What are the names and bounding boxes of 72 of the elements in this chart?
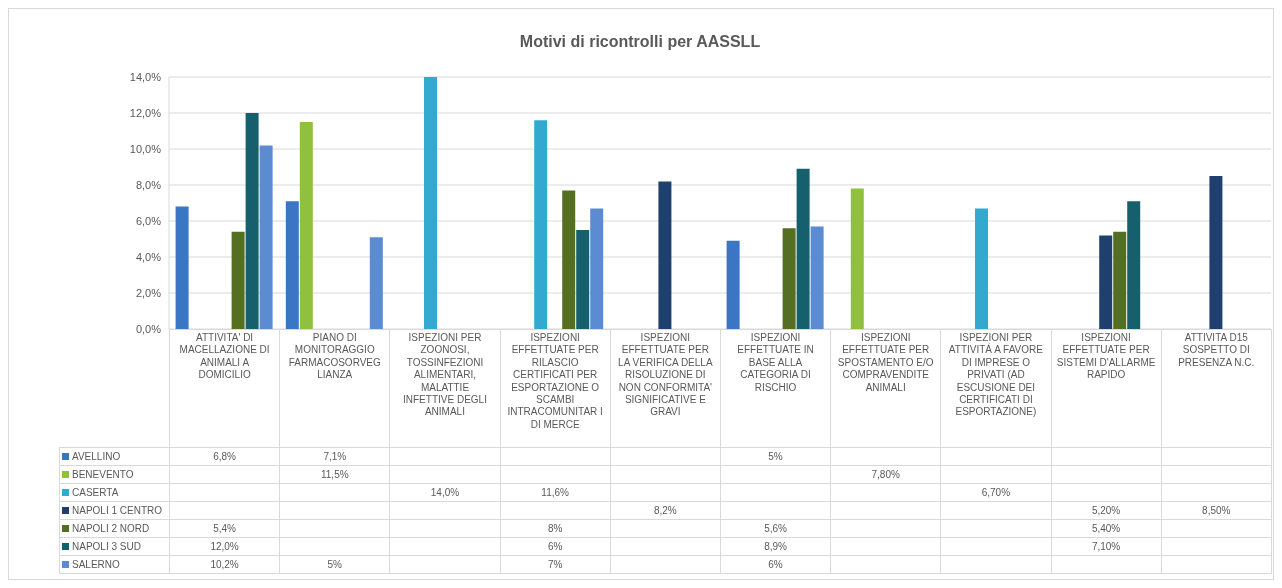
bar xyxy=(175,206,189,329)
x-tick-label: ISPEZIONI EFFETTUATE PER LA VERIFICA DELLA RISOLUZIONE DI NON CONFORMITA' SIGNIFICATIVE E GRAVI xyxy=(610,329,721,448)
data-label: 14,0% xyxy=(389,483,501,502)
y-tick-label: 12,0% xyxy=(129,106,162,119)
y-tick-label: 10,0% xyxy=(129,142,162,155)
chart-title: Motivi di ricontrolli per AASSLL xyxy=(518,33,762,51)
legend-label: BENEVENTO xyxy=(59,465,170,484)
legend-label: NAPOLI 2 NORD xyxy=(59,519,170,538)
x-tick-label: ISPEZIONI EFFETTUATE PER SISTEMI D'ALLARME RAPIDO xyxy=(1051,329,1162,448)
bar xyxy=(590,208,604,329)
data-label: 5,6% xyxy=(720,519,831,538)
data-label: 7% xyxy=(500,555,611,574)
data-label: 5,20% xyxy=(1051,501,1162,520)
x-tick-label: PIANO DI MONITORAGGIO FARMACOSORVEG LIANZA xyxy=(279,329,390,448)
data-label: 5,4% xyxy=(169,519,280,538)
y-tick-label: 6,0% xyxy=(135,214,162,227)
bar xyxy=(285,201,299,329)
data-label: 6,70% xyxy=(940,483,1051,502)
bar xyxy=(562,190,576,329)
data-label: 8% xyxy=(500,519,611,538)
data-label: 10,2% xyxy=(169,555,280,574)
y-tick-label: 2,0% xyxy=(135,286,162,299)
bar xyxy=(850,188,864,329)
bar xyxy=(424,77,438,329)
legend-label: CASERTA xyxy=(59,483,170,502)
bar xyxy=(245,113,259,329)
data-label: 11,5% xyxy=(279,465,390,484)
bar xyxy=(231,231,245,329)
bar xyxy=(810,226,824,329)
y-tick-label: 0,0% xyxy=(135,322,162,335)
bar xyxy=(1209,176,1223,329)
bar xyxy=(299,122,313,329)
bar xyxy=(796,168,810,329)
bar xyxy=(369,237,383,329)
data-label: 5,40% xyxy=(1051,519,1162,538)
x-tick-label: ATTIVITA D15 SOSPETTO DI PRESENZA N.C. xyxy=(1161,329,1272,448)
x-tick-label: ISPEZIONI PER ATTIVITÁ A FAVORE DI IMPRESE O PRIVATI (AD ESCUSIONE DEI CERTIFICATI DI ESPORTAZIONE) xyxy=(940,329,1051,448)
legend-label: AVELLINO xyxy=(59,447,170,466)
data-label: 8,50% xyxy=(1161,501,1272,520)
bar xyxy=(975,208,989,329)
bar xyxy=(259,145,273,329)
bar xyxy=(726,240,740,329)
data-label: 5% xyxy=(720,447,831,466)
bar xyxy=(1099,235,1113,329)
x-tick-label: ATTIVITA' DI MACELLAZIONE DI ANIMALI A DOMICILIO xyxy=(169,329,280,448)
data-label: 6% xyxy=(720,555,831,574)
data-label: 8,2% xyxy=(610,501,721,520)
x-tick-label: ISPEZIONI EFFETTUATE IN BASE ALLA CATEGORIA DI RISCHIO xyxy=(720,329,831,448)
x-tick-label: ISPEZIONI EFFETTUATE PER RILASCIO CERTIFICATI PER ESPORTAZIONE O SCAMBI INTRACOMUNITAR I DI MERCE xyxy=(500,329,611,448)
y-tick-label: 8,0% xyxy=(135,178,162,191)
y-tick-label: 4,0% xyxy=(135,250,162,263)
legend-label: NAPOLI 1 CENTRO xyxy=(59,501,170,520)
x-tick-label: ISPEZIONI EFFETTUATE PER SPOSTAMENTO E/O COMPRAVENDITE ANIMALI xyxy=(830,329,941,448)
bar xyxy=(658,181,672,329)
data-label: 8,9% xyxy=(720,537,831,556)
bar xyxy=(534,120,548,329)
data-label: 6% xyxy=(500,537,611,556)
bar xyxy=(1127,201,1141,329)
data-label: 5% xyxy=(279,555,390,574)
legend-label: NAPOLI 3 SUD xyxy=(59,537,170,556)
data-label: 6,8% xyxy=(169,447,280,466)
legend-label: SALERNO xyxy=(59,555,170,574)
bar xyxy=(782,228,796,329)
data-label: 7,80% xyxy=(830,465,941,484)
x-tick-label: ISPEZIONI PER ZOONOSI, TOSSINFEZIONI ALIMENTARI, MALATTIE INFETTIVE DEGLI ANIMALI xyxy=(389,329,501,448)
y-tick-label: 14,0% xyxy=(129,70,162,83)
data-label: 7,10% xyxy=(1051,537,1162,556)
bar xyxy=(576,230,590,329)
bar xyxy=(1113,231,1127,329)
data-label: 12,0% xyxy=(169,537,280,556)
data-label: 7,1% xyxy=(279,447,390,466)
data-label: 11,6% xyxy=(500,483,611,502)
